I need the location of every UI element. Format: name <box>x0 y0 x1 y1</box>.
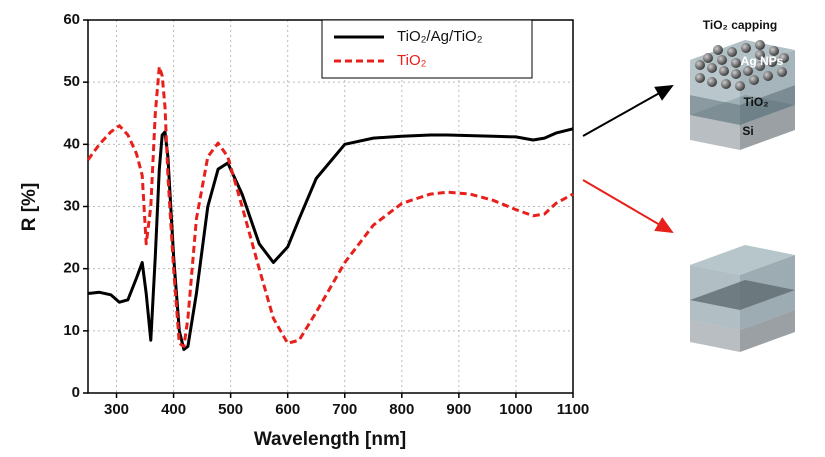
x-tick-label: 400 <box>161 401 186 418</box>
arrow <box>582 179 674 234</box>
stack-diagram <box>690 40 795 150</box>
x-axis-label: Wavelength [nm] <box>254 429 406 450</box>
data-line <box>87 127 574 351</box>
y-tick-label: 40 <box>63 135 80 152</box>
x-tick-label: 700 <box>332 401 357 418</box>
legend-label: TiO₂ <box>397 52 427 69</box>
y-tick-label: 30 <box>63 197 80 214</box>
y-axis-label: R [%] <box>19 183 40 232</box>
legend-label: TiO₂/Ag/TiO₂ <box>397 28 483 45</box>
diagram-label: TiO₂ capping <box>703 18 777 32</box>
x-tick-label: 1000 <box>499 401 532 418</box>
x-tick-label: 600 <box>275 401 300 418</box>
x-tick-label: 900 <box>446 401 471 418</box>
y-tick-label: 20 <box>63 260 80 277</box>
x-tick-label: 500 <box>218 401 243 418</box>
x-tick-label: 300 <box>104 401 129 418</box>
y-tick-label: 10 <box>63 322 80 339</box>
y-tick-label: 0 <box>72 384 80 401</box>
x-tick-label: 1100 <box>557 401 590 418</box>
y-tick-label: 50 <box>63 73 80 90</box>
y-tick-label: 60 <box>63 11 80 28</box>
data-line <box>86 65 574 348</box>
diagram-label: Si <box>742 124 753 138</box>
substrate-diagram <box>690 245 795 352</box>
legend-box <box>321 19 533 79</box>
arrow <box>582 85 674 137</box>
diagram-label: Ag NPs <box>741 54 784 68</box>
x-tick-label: 800 <box>389 401 414 418</box>
diagram-label: TiO₂ <box>743 95 768 109</box>
